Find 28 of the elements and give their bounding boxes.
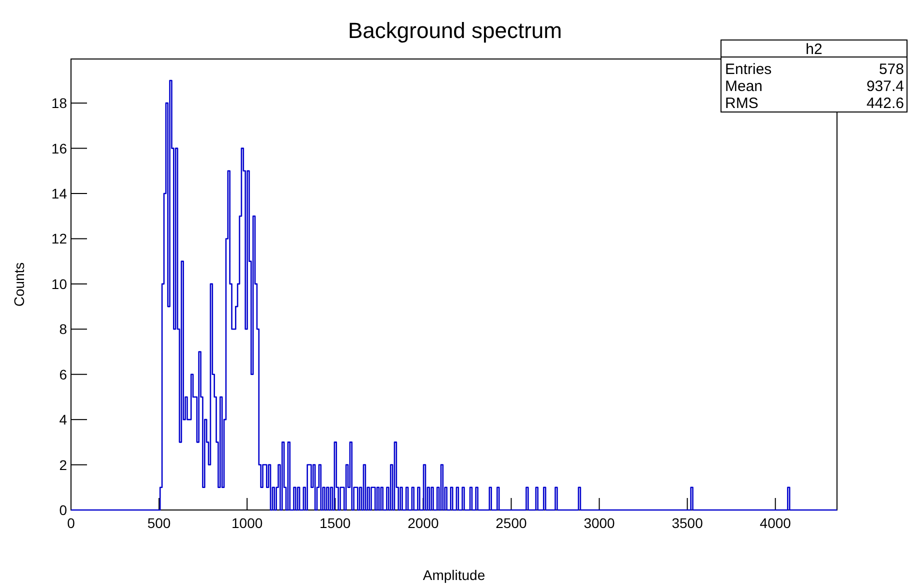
x-tick-label: 3000 bbox=[584, 515, 616, 531]
y-tick-label: 8 bbox=[59, 321, 68, 338]
x-tick-label: 4000 bbox=[760, 515, 792, 531]
y-axis-title: Counts bbox=[11, 262, 27, 307]
x-tick-label: 2000 bbox=[408, 515, 439, 531]
x-tick-label: 2500 bbox=[496, 515, 528, 531]
x-tick-label: 3500 bbox=[672, 515, 704, 531]
chart-title: Background spectrum bbox=[348, 18, 562, 43]
x-tick-label: 500 bbox=[147, 515, 171, 531]
x-tick-label: 1000 bbox=[232, 515, 263, 531]
annotation: RMS bbox=[725, 95, 758, 112]
x-axis-title: Amplitude bbox=[422, 567, 486, 583]
y-tick-label: 4 bbox=[59, 412, 68, 428]
text: 937.4 bbox=[866, 78, 904, 95]
annotation: Entries bbox=[725, 61, 772, 78]
y-tick-label: 2 bbox=[59, 456, 68, 473]
y-tick-label: 10 bbox=[51, 276, 68, 292]
y-tick-label: 14 bbox=[51, 186, 68, 202]
x-tick-label: 1500 bbox=[320, 515, 351, 531]
y-tick-label: 6 bbox=[59, 366, 68, 382]
text: 578 bbox=[878, 61, 904, 78]
annotation: Mean bbox=[725, 78, 763, 95]
text: h2 bbox=[806, 41, 822, 58]
y-tick-label: 18 bbox=[51, 95, 68, 112]
text: 442.6 bbox=[866, 95, 904, 112]
y-tick-label: 0 bbox=[59, 502, 68, 518]
y-tick-label: 12 bbox=[51, 230, 68, 247]
y-tick-label: 16 bbox=[51, 140, 68, 156]
